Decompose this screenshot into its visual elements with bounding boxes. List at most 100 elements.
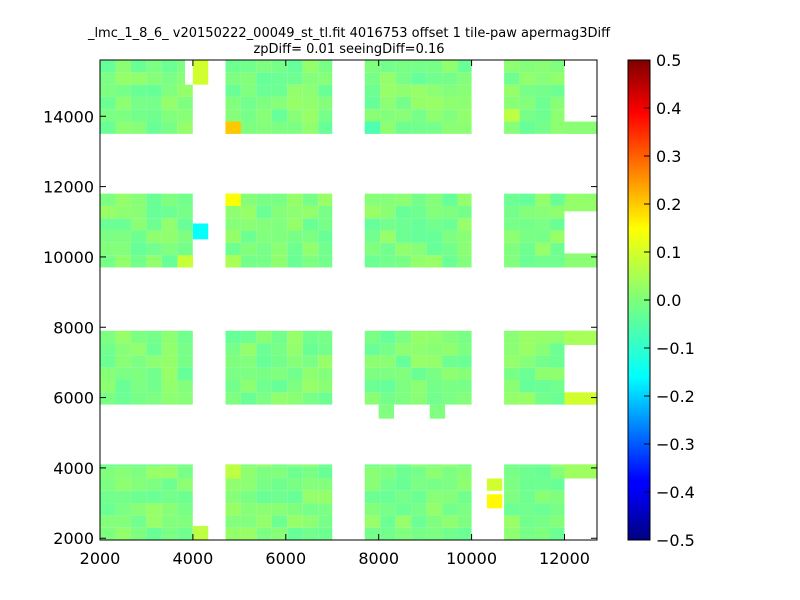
heatmap-cell — [130, 464, 147, 467]
heatmap-cell — [395, 255, 412, 268]
heatmap-cell — [519, 205, 536, 219]
heatmap-cell — [364, 193, 381, 206]
heatmap-cell — [457, 72, 472, 85]
heatmap-cell — [302, 242, 319, 256]
heatmap-cell — [225, 255, 241, 268]
heatmap-cell — [302, 503, 319, 516]
heatmap-cell — [318, 355, 333, 368]
heatmap-cell — [395, 355, 412, 368]
heatmap-cell — [115, 367, 131, 380]
heatmap-cell — [146, 343, 162, 356]
heatmap-cell — [550, 242, 566, 256]
heatmap-cell — [287, 392, 303, 405]
heatmap-cell — [519, 330, 536, 344]
heatmap-cell — [302, 490, 319, 504]
heatmap-cell — [318, 367, 333, 380]
heatmap-cell — [240, 478, 257, 491]
heatmap-cell — [380, 255, 396, 268]
heatmap-cell — [411, 380, 427, 393]
heatmap-cell — [271, 380, 288, 393]
heatmap-cell — [225, 218, 241, 231]
heatmap-cell — [504, 255, 520, 268]
heatmap-cell — [426, 84, 443, 97]
heatmap-cell — [442, 490, 458, 504]
heatmap-cell — [519, 392, 536, 405]
heatmap-cell — [256, 242, 272, 256]
heatmap-cell — [146, 367, 162, 380]
heatmap-cell — [256, 503, 272, 516]
heatmap-cell — [287, 490, 303, 504]
heatmap-cell — [395, 466, 412, 479]
heatmap-cell — [364, 72, 381, 85]
heatmap-cell — [161, 218, 178, 231]
heatmap-cell — [318, 230, 333, 243]
heatmap-cell — [100, 330, 116, 344]
missing-data-gap — [564, 478, 597, 540]
heatmap-cell — [426, 478, 443, 491]
heatmap-cell — [271, 109, 288, 122]
chart-title-line-1: _lmc_1_8_6_ v20150222_00049_st_tl.fit 40… — [87, 26, 611, 41]
heatmap-cell — [161, 205, 178, 219]
heatmap-cell — [442, 367, 458, 380]
heatmap-cell — [130, 218, 147, 231]
heatmap-cell — [395, 109, 412, 122]
heatmap-cell — [177, 464, 193, 467]
colorbar-tick-label: −0.3 — [656, 435, 695, 454]
heatmap-cell — [411, 515, 427, 528]
heatmap-cell — [380, 205, 396, 219]
heatmap-cell — [287, 193, 303, 206]
heatmap-cell — [380, 392, 396, 405]
heatmap-cell — [146, 121, 162, 134]
heatmap-cell — [457, 355, 472, 368]
heatmap-cell — [318, 60, 333, 73]
heatmap-cell — [177, 205, 193, 219]
heatmap-cell — [426, 242, 443, 256]
heatmap-cell — [442, 515, 458, 528]
heatmap-cell — [177, 121, 193, 134]
heatmap-cell — [130, 242, 147, 256]
heatmap-cell — [411, 343, 427, 356]
colorbar-tick-label: 0.1 — [656, 243, 681, 262]
heatmap-cell — [100, 478, 116, 491]
heatmap-cell — [457, 193, 472, 206]
heatmap-cell — [225, 380, 241, 393]
heatmap-cell — [395, 503, 412, 516]
heatmap-cell — [535, 343, 551, 356]
heatmap-cell — [318, 478, 333, 491]
heatmap-cell — [504, 515, 520, 528]
heatmap-cell — [395, 367, 412, 380]
heatmap-cells — [100, 60, 597, 540]
heatmap-cell — [100, 466, 116, 479]
heatmap-cell — [442, 392, 458, 405]
heatmap-cell — [287, 205, 303, 219]
heatmap-cell — [256, 478, 272, 491]
heatmap-cell — [364, 84, 381, 97]
heatmap-cell — [225, 84, 241, 97]
heatmap-cell — [426, 367, 443, 380]
heatmap-cell — [486, 478, 503, 491]
heatmap-cell — [302, 72, 319, 85]
heatmap-cell — [457, 255, 472, 268]
heatmap-cell — [161, 464, 178, 467]
heatmap-cell — [395, 72, 412, 85]
heatmap-cell — [426, 466, 443, 479]
heatmap-cell — [271, 72, 288, 85]
heatmap-cell — [240, 230, 257, 243]
heatmap-cell — [302, 121, 319, 134]
heatmap-cell — [225, 242, 241, 256]
heatmap-cell — [100, 527, 116, 540]
heatmap-cell — [240, 464, 257, 467]
heatmap-cell — [240, 96, 257, 110]
heatmap-cell — [225, 121, 241, 134]
heatmap-cell — [146, 218, 162, 231]
heatmap-cell — [411, 72, 427, 85]
heatmap-cell — [240, 60, 257, 73]
heatmap-cell — [146, 464, 162, 467]
heatmap-cell — [318, 121, 333, 134]
heatmap-cell — [256, 218, 272, 231]
heatmap-cell — [302, 218, 319, 231]
heatmap-cell — [225, 478, 241, 491]
heatmap-cell — [318, 84, 333, 97]
heatmap-cell — [535, 490, 551, 504]
heatmap-cell — [225, 72, 241, 85]
